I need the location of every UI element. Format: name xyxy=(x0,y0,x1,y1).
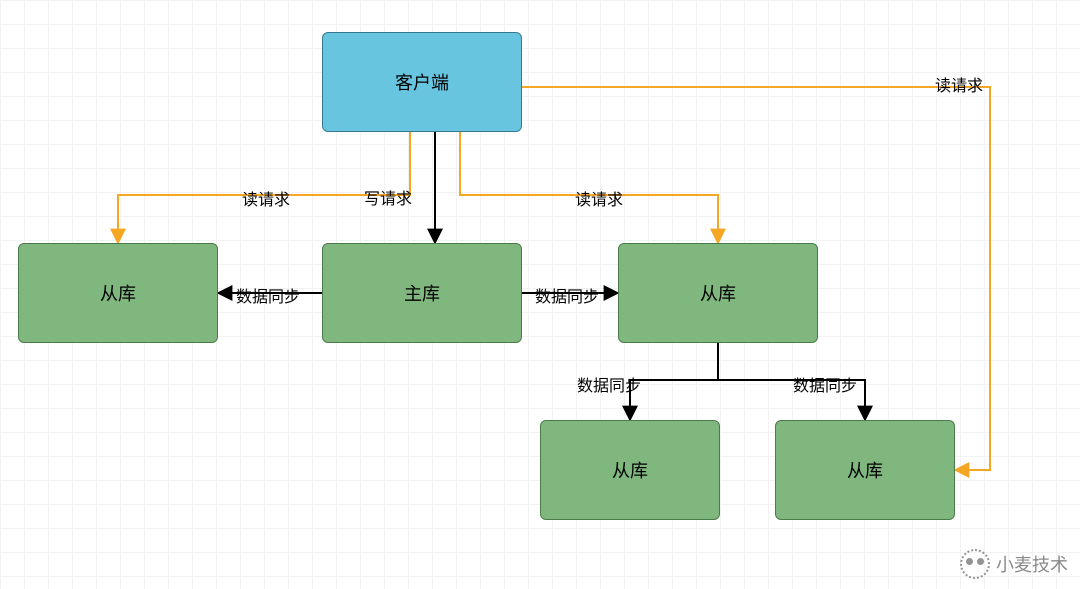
edge-label-e_read_r: 读请求 xyxy=(575,186,623,210)
node-slave_bl: 从库 xyxy=(540,420,720,520)
edge-label-e_read_far: 读请求 xyxy=(935,72,983,96)
node-slave_l: 从库 xyxy=(18,243,218,343)
watermark: 小麦技术 xyxy=(960,549,1068,579)
edge-label-e_write: 写请求 xyxy=(364,185,412,209)
edge-label-e_read_l: 读请求 xyxy=(242,186,290,210)
node-slave_br: 从库 xyxy=(775,420,955,520)
edge-label-e_sync_l: 数据同步 xyxy=(236,283,300,307)
wechat-icon xyxy=(960,549,990,579)
edge-label-e_sync_br: 数据同步 xyxy=(793,372,857,396)
edge-label-e_sync_bl: 数据同步 xyxy=(577,372,641,396)
edge-e_sync_bl xyxy=(630,343,718,420)
node-master: 主库 xyxy=(322,243,522,343)
edge-label-e_sync_r: 数据同步 xyxy=(535,283,599,307)
watermark-text: 小麦技术 xyxy=(996,551,1068,577)
node-slave_r: 从库 xyxy=(618,243,818,343)
node-client: 客户端 xyxy=(322,32,522,132)
